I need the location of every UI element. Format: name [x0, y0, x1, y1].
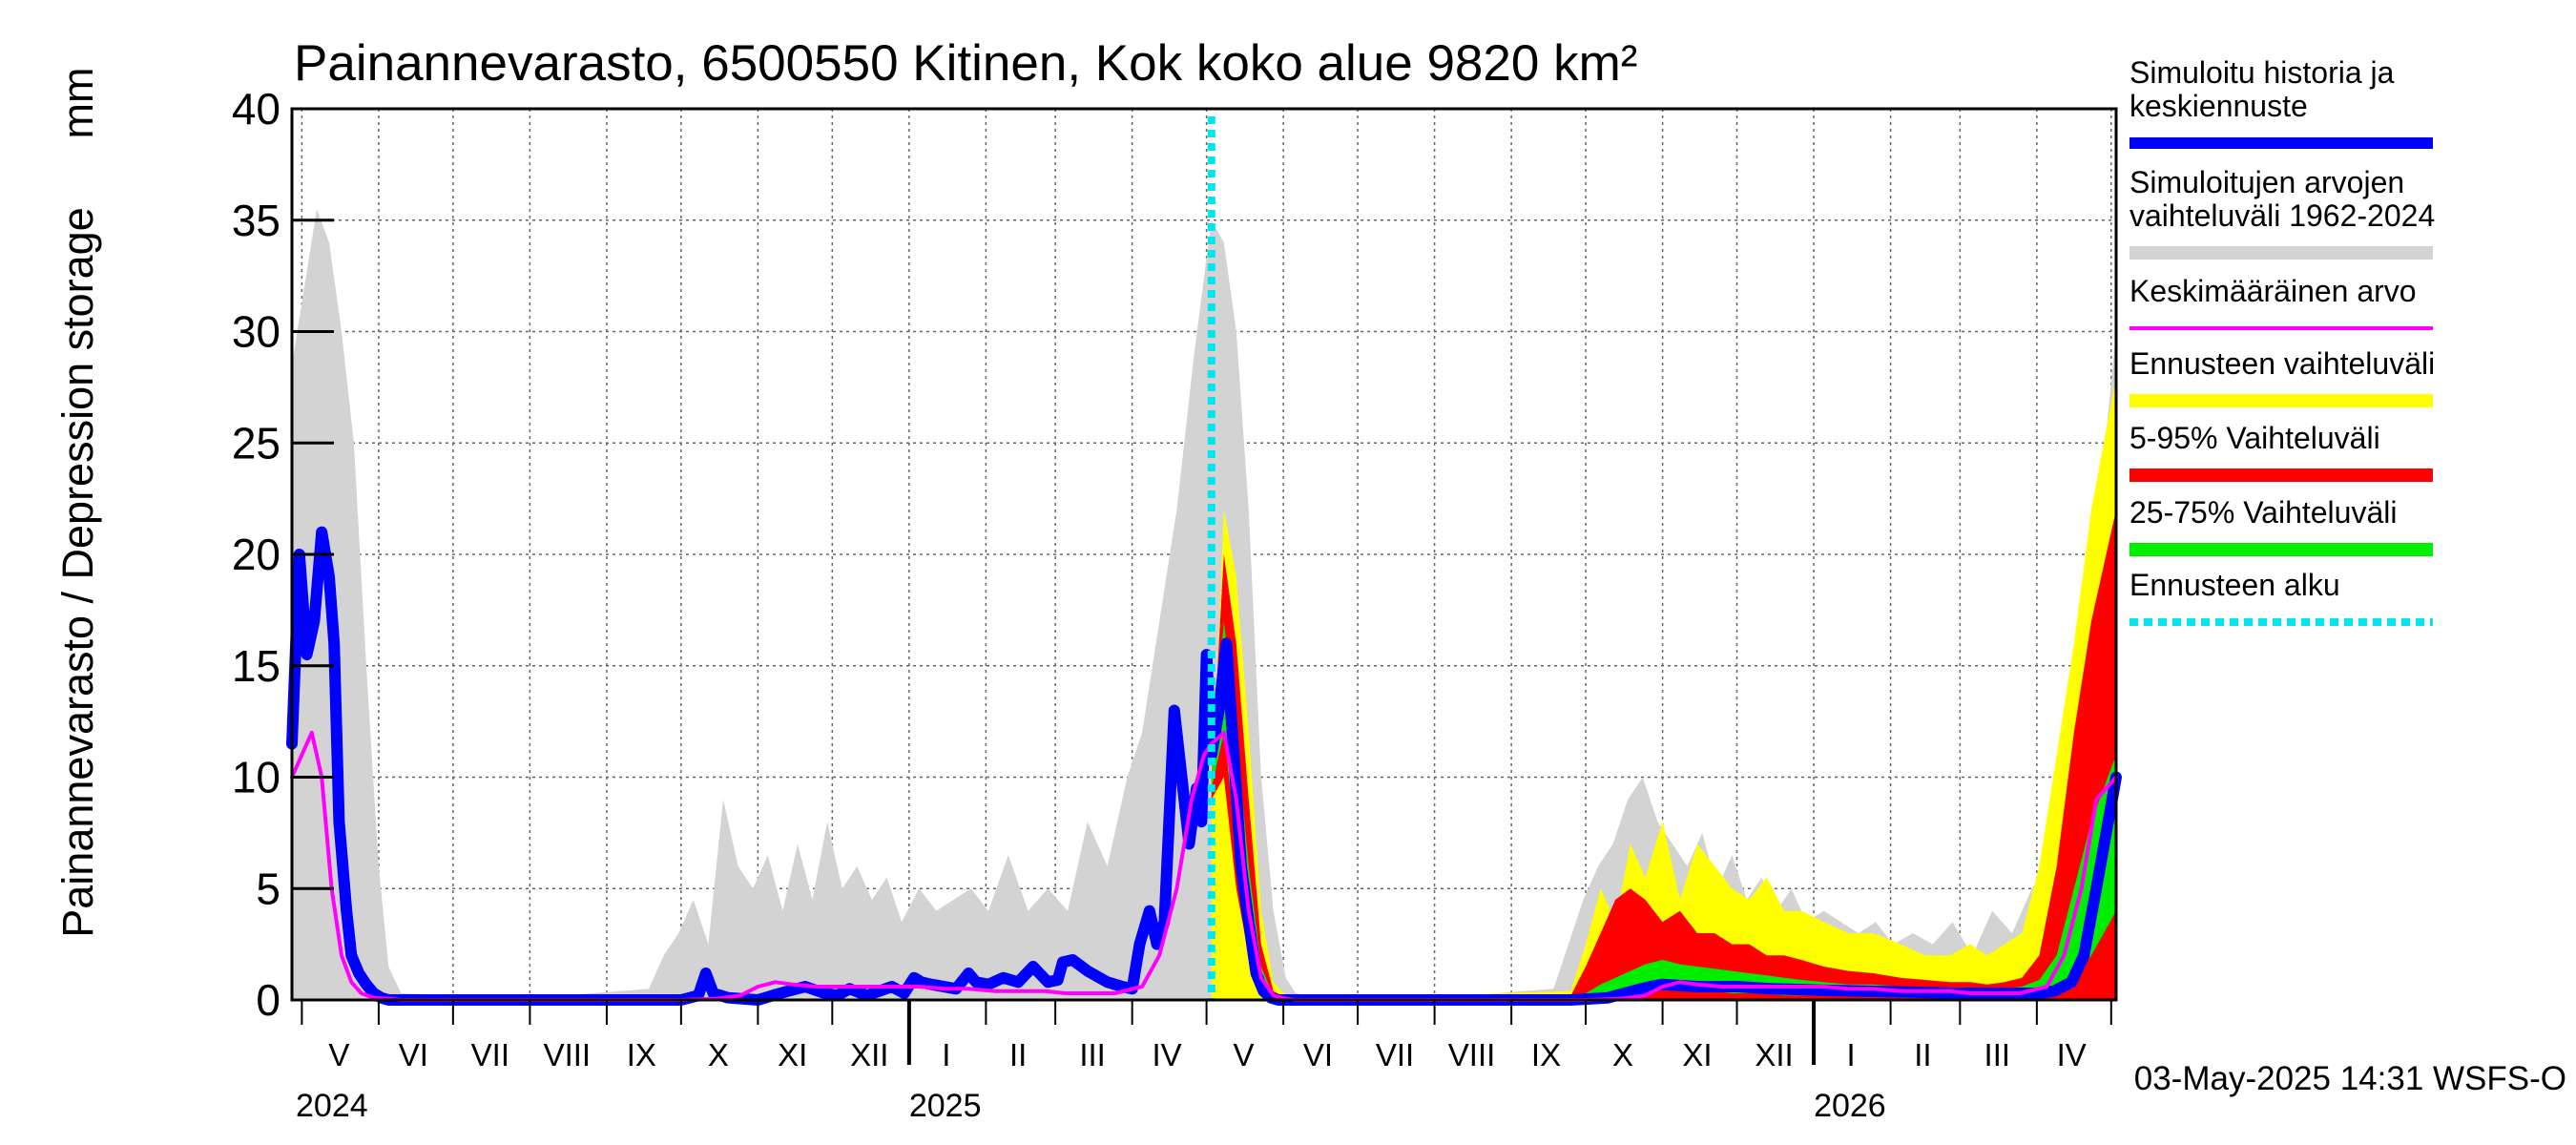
- bands: [292, 209, 2116, 1001]
- y-ticks: 0 5 10 15 20 25 30 35 40: [232, 84, 334, 1025]
- month-label: VI: [1303, 1037, 1333, 1072]
- legend-label: keskiennuste: [2129, 89, 2308, 123]
- legend: Simuloitu historia jakeskiennusteSimuloi…: [2129, 55, 2435, 626]
- year-label: 2025: [909, 1088, 982, 1124]
- legend-item-fc_start: Ennusteen alku: [2129, 568, 2433, 626]
- y-tick-label: 20: [232, 530, 280, 579]
- month-label: VII: [471, 1037, 509, 1072]
- month-label: XII: [1755, 1037, 1793, 1072]
- year-label: 2026: [1814, 1088, 1886, 1124]
- month-label: XI: [778, 1037, 807, 1072]
- month-label: II: [1914, 1037, 1931, 1072]
- legend-item-mean: Keskimääräinen arvo: [2129, 274, 2433, 330]
- p5-95-band: [1211, 510, 2116, 1000]
- legend-label: 25-75% Vaihteluväli: [2129, 495, 2397, 530]
- y-tick-label: 10: [232, 753, 280, 802]
- y-axis-unit: mm: [53, 68, 102, 139]
- y-tick-label: 15: [232, 641, 280, 691]
- historical-range-band: [292, 209, 2116, 1001]
- chart-title: Painannevarasto, 6500550 Kitinen, Kok ko…: [294, 35, 1637, 92]
- month-label: I: [1846, 1037, 1855, 1072]
- y-tick-label: 0: [256, 975, 280, 1025]
- forecast-range-band: [1211, 376, 2116, 1000]
- footer-timestamp: 03-May-2025 14:31 WSFS-O: [2134, 1060, 2566, 1097]
- y-axis-label: Painannevarasto / Depression storage: [53, 207, 102, 937]
- y-tick-label: 30: [232, 307, 280, 357]
- y-tick-label: 35: [232, 196, 280, 245]
- month-label: XII: [850, 1037, 888, 1072]
- legend-label: Simuloitu historia ja: [2129, 55, 2395, 90]
- month-label: II: [1009, 1037, 1027, 1072]
- legend-label: vaihteluväli 1962-2024: [2129, 198, 2435, 233]
- legend-label: Ennusteen vaihteluväli: [2129, 346, 2435, 381]
- month-label: IX: [627, 1037, 656, 1072]
- month-label: I: [942, 1037, 950, 1072]
- month-label: X: [708, 1037, 729, 1072]
- legend-label: Ennusteen alku: [2129, 568, 2340, 602]
- month-label: IV: [1152, 1037, 1181, 1072]
- month-label: VIII: [544, 1037, 592, 1072]
- x-axis: V VI VII VIII IX X XI XII I II III IV V VI VII VIII IX X X…: [296, 1000, 2112, 1124]
- legend-item-p5_95: 5-95% Vaihteluväli: [2129, 421, 2433, 482]
- year-label: 2024: [296, 1088, 368, 1124]
- y-tick-label: 5: [256, 864, 280, 913]
- month-label: X: [1612, 1037, 1633, 1072]
- legend-item-p25_75: 25-75% Vaihteluväli: [2129, 495, 2433, 556]
- y-tick-label: 40: [232, 84, 280, 134]
- month-label: VIII: [1448, 1037, 1496, 1072]
- month-label: VI: [399, 1037, 428, 1072]
- month-label: VII: [1376, 1037, 1414, 1072]
- legend-label: 5-95% Vaihteluväli: [2129, 421, 2380, 455]
- legend-label: Simuloitujen arvojen: [2129, 165, 2404, 199]
- month-label: III: [1984, 1037, 2011, 1072]
- legend-item-fc_range: Ennusteen vaihteluväli: [2129, 346, 2435, 407]
- month-label: XI: [1682, 1037, 1712, 1072]
- month-label: IV: [2057, 1037, 2087, 1072]
- month-label: V: [328, 1037, 349, 1072]
- month-label: IX: [1531, 1037, 1561, 1072]
- month-label: III: [1079, 1037, 1106, 1072]
- legend-label: Keskimääräinen arvo: [2129, 274, 2417, 308]
- month-label: V: [1234, 1037, 1255, 1072]
- y-tick-label: 25: [232, 418, 280, 468]
